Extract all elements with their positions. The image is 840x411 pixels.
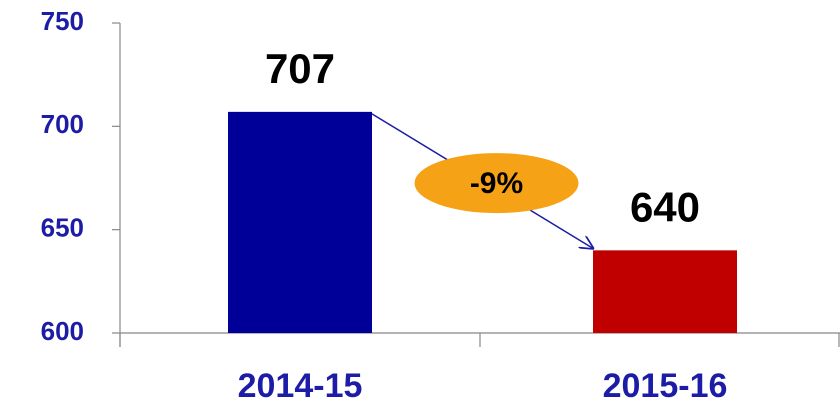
y-tick-label: 650 xyxy=(41,213,84,243)
annotation-badge xyxy=(414,153,579,214)
value-label: 640 xyxy=(630,183,700,230)
bar xyxy=(228,111,372,333)
bar xyxy=(593,250,737,333)
x-tick-label: 2014-15 xyxy=(238,367,363,405)
x-tick-label: 2015-16 xyxy=(603,367,728,405)
value-label: 707 xyxy=(265,45,335,92)
y-tick-label: 600 xyxy=(41,316,84,346)
y-tick-label: 700 xyxy=(41,109,84,139)
y-tick-label: 750 xyxy=(41,6,84,36)
annotation: -9% xyxy=(470,167,523,200)
